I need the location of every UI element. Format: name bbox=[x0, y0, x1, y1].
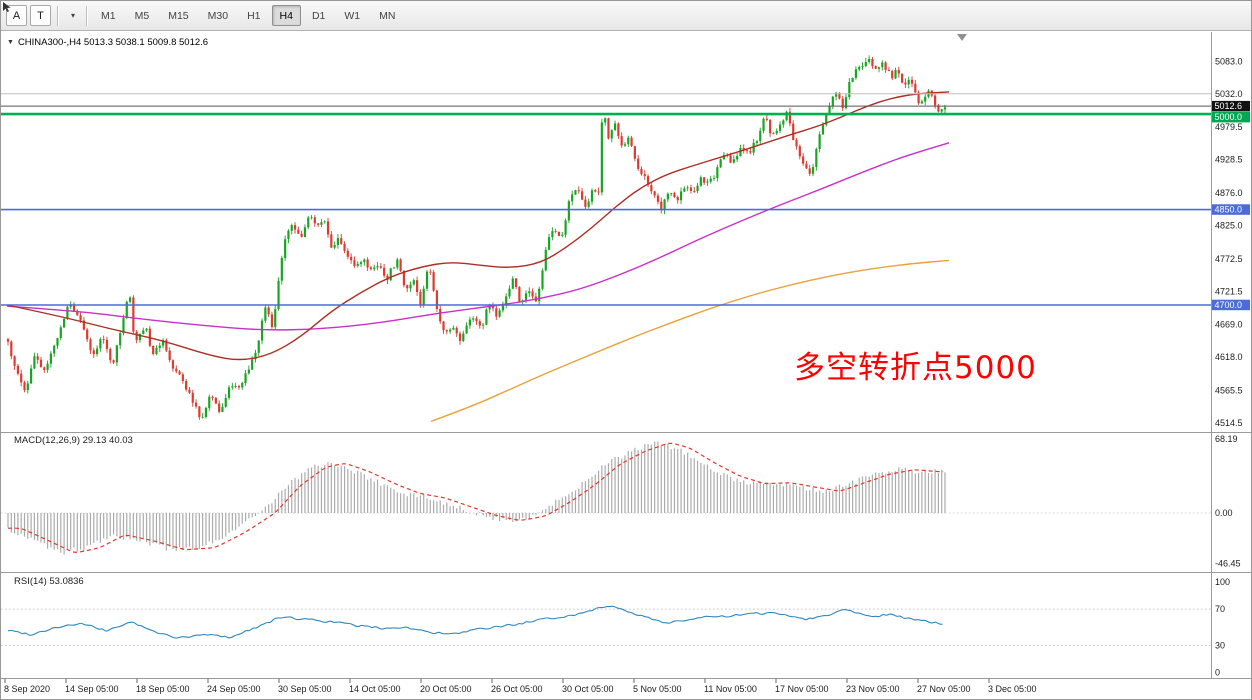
timeframe-button-d1[interactable]: D1 bbox=[304, 5, 333, 26]
time-axis-label: 17 Nov 05:00 bbox=[775, 684, 829, 694]
time-axis-label: 14 Sep 05:00 bbox=[65, 684, 119, 694]
macd-axis-label: 68.19 bbox=[1215, 434, 1238, 444]
chart-shift-marker[interactable] bbox=[957, 34, 967, 41]
time-axis-label: 11 Nov 05:00 bbox=[704, 684, 757, 694]
price-axis-label: 4825.0 bbox=[1215, 221, 1243, 231]
symbol-info: ▼ CHINA300-,H4 5013.3 5038.1 5009.8 5012… bbox=[7, 37, 208, 48]
timeframe-button-mn[interactable]: MN bbox=[371, 5, 403, 26]
timeframe-button-m1[interactable]: M1 bbox=[93, 5, 124, 26]
cursor-tool-dropdown-button[interactable]: ▾ bbox=[3, 2, 80, 26]
price-badge-text: 4850.0 bbox=[1215, 205, 1243, 215]
time-axis-label: 23 Nov 05:00 bbox=[846, 684, 900, 694]
price-axis-label: 4514.5 bbox=[1215, 418, 1243, 428]
price-axis-label: 4721.5 bbox=[1215, 286, 1243, 296]
symbol-ohlc-text: CHINA300-,H4 5013.3 5038.1 5009.8 5012.6 bbox=[17, 37, 209, 48]
price-axis-label: 4565.5 bbox=[1215, 386, 1243, 396]
time-axis-label: 5 Nov 05:00 bbox=[633, 684, 682, 694]
price-axis-label: 4928.5 bbox=[1215, 155, 1243, 165]
timeframe-button-h4[interactable]: H4 bbox=[271, 5, 301, 26]
ma-line-fast-red bbox=[6, 91, 950, 361]
price-axis-label: 4618.0 bbox=[1215, 352, 1243, 362]
timeframe-button-w1[interactable]: W1 bbox=[336, 5, 368, 26]
arrow-tool-button[interactable]: A bbox=[6, 5, 27, 26]
price-axis-label: 5032.0 bbox=[1215, 89, 1243, 99]
candlestick-series bbox=[6, 55, 947, 420]
price-axis-label: 4669.0 bbox=[1215, 320, 1243, 330]
macd-axis-label: 0.00 bbox=[1215, 508, 1233, 518]
time-axis-label: 30 Oct 05:00 bbox=[562, 684, 614, 694]
time-axis-label: 30 Sep 05:00 bbox=[278, 684, 332, 694]
time-axis-label: 3 Dec 05:00 bbox=[988, 684, 1037, 694]
macd-axis-label: -46.45 bbox=[1215, 558, 1241, 568]
price-axis-label: 4876.0 bbox=[1215, 188, 1243, 198]
time-axis-label: 26 Oct 05:00 bbox=[491, 684, 543, 694]
rsi-line bbox=[7, 605, 943, 639]
timeframe-button-m5[interactable]: M5 bbox=[127, 5, 158, 26]
macd-signal-line bbox=[8, 442, 944, 553]
timeframe-button-m30[interactable]: M30 bbox=[200, 5, 236, 26]
ma-line-medium-magenta bbox=[6, 142, 950, 331]
price-badge-4850.0 bbox=[1212, 204, 1250, 215]
time-axis-label: 18 Sep 05:00 bbox=[136, 684, 190, 694]
text-tool-button[interactable]: T bbox=[30, 5, 51, 26]
toolbar-separator bbox=[86, 5, 88, 26]
rsi-axis-label: 0 bbox=[1215, 668, 1220, 678]
price-axis-label: 4979.5 bbox=[1215, 122, 1243, 132]
timeframe-button-m15[interactable]: M15 bbox=[160, 5, 196, 26]
rsi-axis-label: 70 bbox=[1215, 604, 1225, 614]
time-axis-label: 27 Nov 05:00 bbox=[917, 684, 971, 694]
price-badge-4700.0 bbox=[1212, 299, 1250, 311]
toolbar-separator bbox=[57, 5, 58, 26]
timeframe-button-h1[interactable]: H1 bbox=[239, 5, 268, 26]
time-axis-label: 24 Sep 05:00 bbox=[207, 684, 261, 694]
price-badge-text: 5000.0 bbox=[1215, 112, 1243, 122]
ma-line-slow-orange bbox=[430, 259, 950, 423]
price-badge-text: 5012.6 bbox=[1215, 101, 1243, 111]
rsi-axis-label: 100 bbox=[1215, 577, 1230, 587]
macd-histogram bbox=[7, 441, 946, 555]
macd-label: MACD(12,26,9) 29.13 40.03 bbox=[14, 435, 133, 446]
time-axis-label: 8 Sep 2020 bbox=[4, 684, 50, 694]
time-axis-label: 14 Oct 05:00 bbox=[349, 684, 401, 694]
time-axis-label: 20 Oct 05:00 bbox=[420, 684, 472, 694]
rsi-label: RSI(14) 53.0836 bbox=[14, 576, 84, 587]
chevron-down-icon: ▾ bbox=[71, 10, 76, 20]
rsi-axis-label: 30 bbox=[1215, 640, 1225, 650]
chart-annotation[interactable]: 多空转折点5000 bbox=[794, 350, 1037, 386]
timeframe-toolbar: M1 M5 M15 M30 H1 H4 D1 W1 MN bbox=[93, 5, 403, 26]
price-badge-5012.6 bbox=[1212, 100, 1250, 112]
price-badge-text: 4700.0 bbox=[1215, 300, 1243, 310]
price-badge-5000.0 bbox=[1212, 111, 1250, 123]
price-axis-label: 5083.0 bbox=[1215, 56, 1243, 66]
price-axis-label: 4772.5 bbox=[1215, 254, 1243, 264]
symbol-dropdown-icon[interactable]: ▼ bbox=[7, 39, 14, 46]
